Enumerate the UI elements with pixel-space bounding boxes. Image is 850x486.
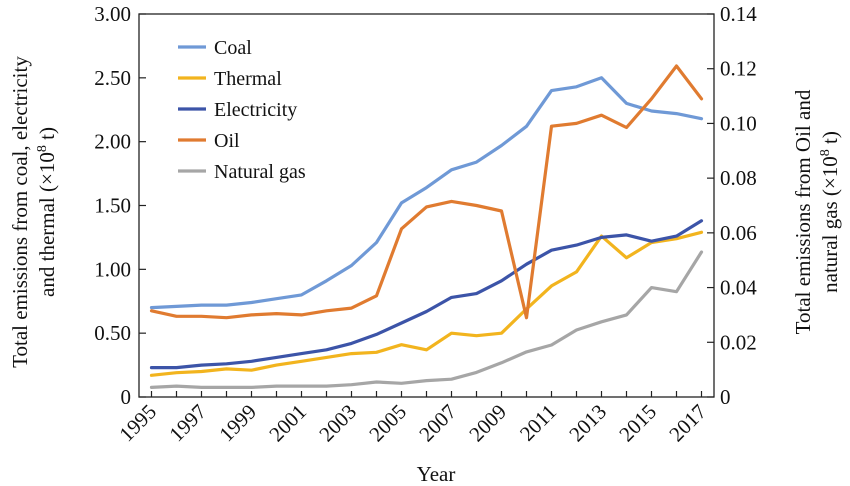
legend-label-thermal: Thermal — [214, 68, 282, 90]
x-tick-label: 1999 — [214, 400, 261, 447]
legend: Coal Thermal Electricity Oil Natural gas — [178, 37, 306, 183]
left-tick-label: 1.50 — [94, 194, 131, 218]
right-y-axis-title: Total emissions from Oil and natural gas … — [791, 89, 842, 334]
right-tick-label: 0.14 — [720, 2, 757, 26]
right-tick-label: 0.04 — [720, 276, 757, 300]
x-axis: 1995 1997 1999 2001 2003 2005 2007 2009 2011 2013… — [114, 391, 711, 446]
right-tick-label: 0.10 — [720, 111, 757, 135]
legend-label-natural-gas: Natural gas — [214, 161, 306, 183]
right-tick-label: 0.02 — [720, 330, 757, 354]
series-line-coal — [149, 76, 704, 310]
left-y-axis-title: Total emissions from coal, electricity an… — [8, 56, 59, 368]
x-tick-label: 2005 — [364, 400, 411, 447]
x-tick-label: 2011 — [515, 400, 561, 446]
left-tick-label: 2.00 — [94, 130, 131, 154]
legend-label-oil: Oil — [214, 130, 240, 152]
x-axis-title: Year — [417, 462, 456, 486]
series-line-oil — [149, 64, 704, 320]
legend-label-coal: Coal — [214, 37, 252, 59]
series-line-electricity — [149, 219, 704, 370]
left-tick-label: 0 — [121, 385, 132, 409]
x-tick-label: 2017 — [664, 400, 711, 447]
x-tick-label: 2015 — [614, 400, 661, 447]
left-tick-label: 0.50 — [94, 321, 131, 345]
series-line-thermal — [149, 230, 704, 377]
series-lines — [149, 64, 704, 389]
series-line-natural-gas — [149, 250, 704, 389]
legend-label-electricity: Electricity — [214, 99, 297, 121]
right-tick-label: 0.12 — [720, 57, 757, 81]
x-tick-label: 2013 — [564, 400, 611, 447]
left-tick-label: 3.00 — [94, 2, 131, 26]
left-y-axis: 0 0.50 1.00 1.50 2.00 2.50 3.00 — [94, 2, 146, 409]
x-tick-label: 2007 — [414, 400, 461, 447]
right-y-axis: 0 0.02 0.04 0.06 0.08 0.10 0.12 0.14 — [707, 2, 757, 409]
x-tick-label: 2003 — [314, 400, 361, 447]
right-tick-label: 0 — [720, 385, 731, 409]
x-tick-label: 1997 — [164, 400, 211, 447]
right-tick-label: 0.06 — [720, 221, 757, 245]
left-tick-label: 1.00 — [94, 257, 131, 281]
left-tick-label: 2.50 — [94, 66, 131, 90]
x-tick-label: 2009 — [464, 400, 511, 447]
x-tick-label: 2001 — [264, 400, 311, 447]
right-tick-label: 0.08 — [720, 166, 757, 190]
